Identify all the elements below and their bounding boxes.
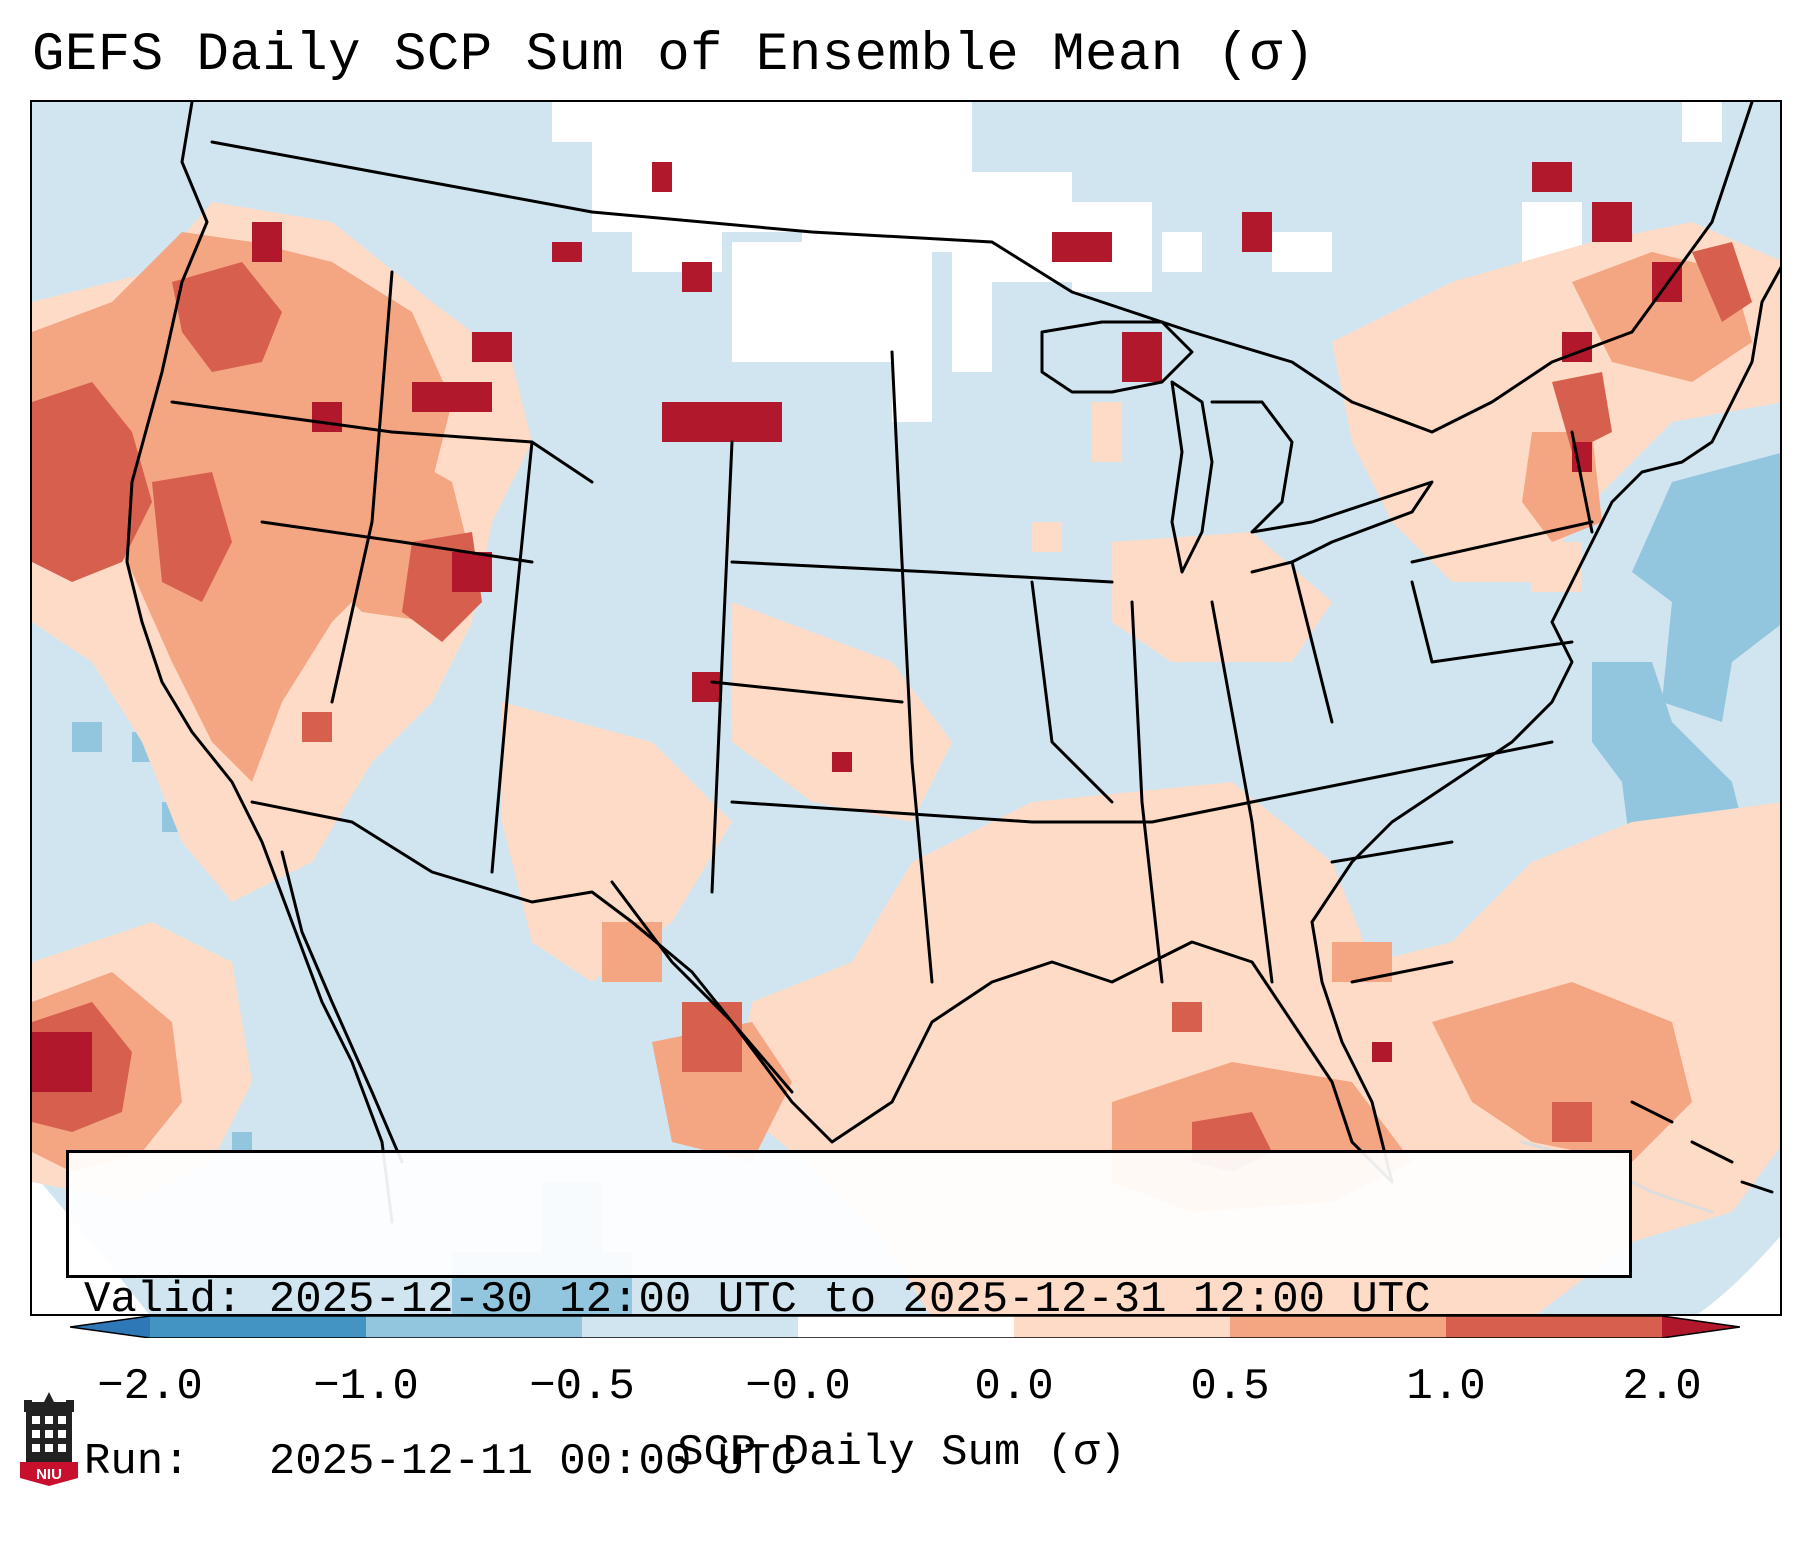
colorbar-tick-label-1: −2.0: [97, 1362, 203, 1412]
lake-huron-erie-ontario: [1210, 400, 1434, 574]
colorbar-under-arrow: [70, 1316, 150, 1338]
chart-title: GEFS Daily SCP Sum of Ensemble Mean (σ): [32, 25, 1316, 86]
geographic-outlines: [125, 102, 1780, 1224]
us-mexico-border: [250, 800, 794, 1094]
colorbar-bin-3: [582, 1316, 798, 1338]
colorbar-tick-label-3: −0.5: [529, 1362, 635, 1412]
colorbar-bin-7: [1446, 1316, 1662, 1338]
niu-logo-text: NIU: [36, 1466, 62, 1483]
gulf-coastline: [610, 880, 1394, 1184]
valid-run-info-box: Valid: 2025-12-30 12:00 UTC to 2025-12-3…: [66, 1150, 1632, 1487]
colorbar-tick-label-5: 0.0: [974, 1362, 1054, 1412]
baja-coastline: [280, 850, 404, 1164]
colorbar-bin-6: [1230, 1316, 1446, 1338]
domain-corner-right: [1697, 1236, 1780, 1314]
niu-tower-logo-icon: [20, 1392, 78, 1486]
colorbar-tick-label-2: −1.0: [313, 1362, 419, 1412]
lake-superior: [1040, 320, 1194, 394]
map-svg: [32, 102, 1780, 1314]
colorbar-tick-label-8: 2.0: [1622, 1362, 1702, 1412]
map-panel: [30, 100, 1782, 1316]
lake-michigan: [1170, 380, 1214, 574]
colorbar-tick-label-4: −0.0: [745, 1362, 851, 1412]
colorbar: [70, 1316, 1740, 1338]
colorbar-bin-1: [150, 1316, 366, 1338]
state-lines: [170, 270, 1594, 984]
positive-anomaly-field-high: [32, 242, 1752, 1172]
colorbar-label: SCP Daily Sum (σ): [677, 1428, 1126, 1478]
us-canada-border: [210, 102, 1754, 434]
colorbar-tick-label-6: 0.5: [1190, 1362, 1270, 1412]
colorbar-bin-4: [798, 1316, 1014, 1338]
colorbar-bin-5: [1014, 1316, 1230, 1338]
run-time-text: Run: 2025-12-11 00:00 UTC: [84, 1437, 797, 1487]
pacific-coastline: [125, 102, 394, 1224]
colorbar-bin-2: [366, 1316, 582, 1338]
colorbar-tick-label-7: 1.0: [1406, 1362, 1486, 1412]
bahamas-outline: [1630, 1100, 1774, 1194]
colorbar-over-arrow: [1662, 1316, 1740, 1338]
near-zero-field: [552, 102, 1722, 422]
positive-anomaly-field-max: [32, 162, 1682, 1092]
